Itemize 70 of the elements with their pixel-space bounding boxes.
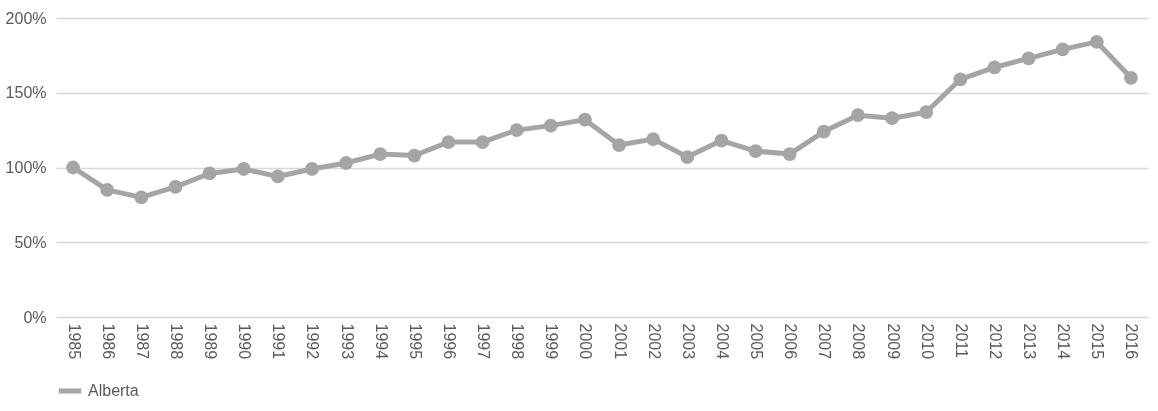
- point: [236, 162, 251, 176]
- point: [748, 144, 763, 158]
- x-tick-label: 1998: [509, 323, 527, 360]
- point: [441, 135, 456, 149]
- point: [1055, 42, 1070, 57]
- x-tick-label: 2016: [1123, 323, 1141, 360]
- point: [680, 150, 695, 164]
- point: [646, 132, 661, 146]
- point: [134, 190, 149, 205]
- point: [1124, 70, 1138, 85]
- x-tick-label: 1986: [99, 323, 117, 360]
- x-tick-label: 2008: [850, 323, 868, 360]
- point: [578, 112, 592, 127]
- x-tick-label: 2006: [782, 323, 800, 360]
- y-tick-label: 200%: [5, 9, 47, 27]
- point: [987, 60, 1002, 75]
- point: [100, 183, 115, 197]
- y-tick-label: 100%: [5, 159, 47, 176]
- x-tick-label: 2015: [1089, 323, 1107, 360]
- x-tick-label: 2007: [816, 323, 834, 360]
- point: [475, 135, 490, 149]
- point: [1021, 51, 1036, 66]
- x-tick-label: 2011: [952, 323, 970, 359]
- x-tick-label: 1985: [65, 323, 83, 360]
- x-tick-label: 2004: [713, 323, 731, 360]
- point: [851, 108, 865, 123]
- point: [885, 111, 899, 126]
- point: [270, 169, 285, 184]
- x-tick-label: 2003: [679, 323, 697, 360]
- point: [714, 133, 729, 148]
- point: [339, 156, 353, 170]
- point: [1089, 35, 1104, 49]
- point: [305, 162, 319, 176]
- point: [919, 105, 934, 120]
- point: [612, 138, 626, 152]
- x-tick-label: 1994: [372, 323, 390, 360]
- point: [373, 147, 388, 161]
- x-tick-label: 1996: [440, 323, 458, 360]
- point: [782, 147, 797, 161]
- y-tick-label: 50%: [14, 233, 47, 251]
- x-tick-label: 2010: [918, 323, 936, 360]
- y-tick-label: 0%: [23, 308, 47, 326]
- x-tick-label: 2002: [645, 323, 663, 360]
- point: [509, 123, 524, 137]
- x-tick-label: 2013: [1021, 323, 1039, 360]
- x-tick-label: 2012: [986, 323, 1004, 360]
- x-tick-label: 2009: [884, 323, 902, 360]
- x-tick-label: 2000: [577, 323, 595, 360]
- x-tick-label: 2014: [1055, 323, 1073, 360]
- x-tick-label: 1992: [304, 323, 322, 360]
- point: [543, 118, 558, 133]
- y-tick-label: 150%: [5, 84, 47, 102]
- x-tick-label: 1987: [133, 323, 151, 360]
- x-tick-label: 1999: [543, 323, 561, 360]
- point: [168, 180, 183, 194]
- x-tick-label: 1989: [202, 323, 220, 360]
- point: [816, 124, 831, 139]
- x-tick-label: 1990: [236, 323, 254, 360]
- x-tick-label: 1988: [167, 323, 185, 360]
- x-tick-label: 1995: [406, 323, 424, 360]
- x-tick-label: 2001: [611, 323, 629, 360]
- point: [202, 166, 217, 181]
- point: [953, 72, 968, 87]
- x-tick-label: 1997: [475, 323, 493, 360]
- point: [66, 160, 80, 175]
- legend-label: Alberta: [88, 382, 139, 399]
- x-tick-label: 1993: [338, 323, 356, 360]
- x-tick-label: 2005: [748, 323, 766, 360]
- point: [407, 148, 422, 163]
- x-tick-label: 1991: [270, 323, 288, 360]
